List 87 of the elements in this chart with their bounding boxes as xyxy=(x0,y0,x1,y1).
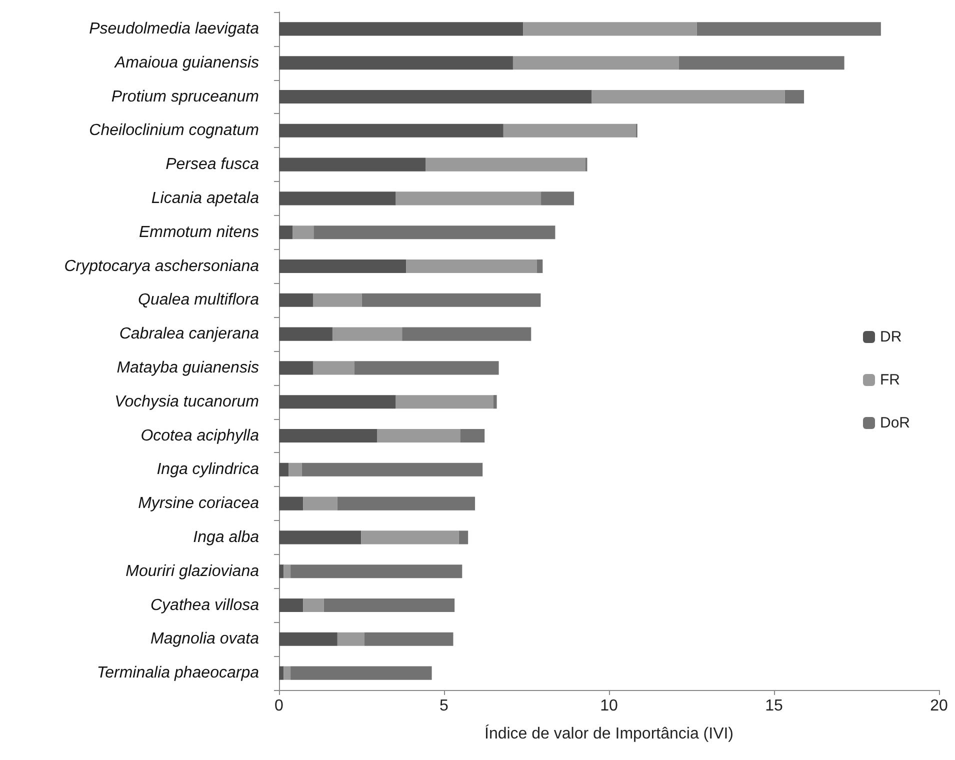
bar xyxy=(279,632,338,646)
y-tick-label: Mouriri glazioviana xyxy=(126,562,260,580)
bar xyxy=(279,192,396,206)
legend-label: FR xyxy=(880,372,900,388)
bar xyxy=(284,564,291,578)
x-tick-label: 20 xyxy=(930,698,948,714)
x-axis-title: Índice de valor de Importância (IVI) xyxy=(484,724,734,742)
y-tick-label: Amaioua guianensis xyxy=(114,54,259,72)
bar xyxy=(279,124,504,138)
bar xyxy=(460,428,485,443)
bar xyxy=(279,564,284,578)
bar xyxy=(337,496,476,510)
bar xyxy=(314,226,556,240)
bar xyxy=(458,530,468,544)
y-tick-label: Myrsine coriacea xyxy=(138,495,260,512)
y-tick-label: Cheiloclinium cognatum xyxy=(89,122,259,140)
bar xyxy=(279,598,304,612)
bar xyxy=(592,90,785,104)
bar xyxy=(503,124,636,138)
y-tick-label: Protium spruceanum xyxy=(111,88,259,106)
y-tick-label: Cabralea canjerana xyxy=(119,326,260,343)
y-tick-label: Inga cylindrica xyxy=(156,461,260,478)
bar xyxy=(362,293,541,307)
x-tick-label: 0 xyxy=(274,698,284,714)
bar xyxy=(279,56,513,70)
y-tick-label: Inga alba xyxy=(193,528,260,546)
bar xyxy=(279,462,289,476)
y-tick-label: Vochysia tucanorum xyxy=(114,393,259,410)
bar xyxy=(541,192,574,206)
bar xyxy=(536,259,543,274)
bar xyxy=(303,496,338,510)
bar xyxy=(303,598,324,612)
bar xyxy=(290,564,462,578)
bar xyxy=(279,428,378,443)
bar xyxy=(396,192,542,206)
bar xyxy=(377,428,460,443)
y-tick-label: Persea fusca xyxy=(166,156,260,174)
bar xyxy=(361,530,459,544)
y-tick-label: Ocotea aciphylla xyxy=(140,427,260,444)
bar xyxy=(312,293,362,307)
bar xyxy=(364,632,454,646)
bar xyxy=(696,22,881,36)
bar xyxy=(279,395,396,409)
y-tick-label: Emmotum nitens xyxy=(138,224,259,241)
bar xyxy=(337,632,364,646)
y-tick-label: Magnolia ovata xyxy=(150,630,260,648)
x-tick-label: 10 xyxy=(600,698,618,714)
bar xyxy=(402,327,532,341)
bar xyxy=(494,395,497,409)
y-tick-label: Licania apetala xyxy=(151,190,260,207)
y-tick-label: Matayba guianensis xyxy=(116,359,259,376)
bar xyxy=(784,90,804,104)
bar xyxy=(512,56,679,70)
bar xyxy=(290,666,432,680)
bar xyxy=(302,462,483,476)
legend-label: DoR xyxy=(880,414,910,432)
bar xyxy=(279,666,284,680)
x-tick-label: 5 xyxy=(440,698,449,714)
bar xyxy=(279,158,426,172)
bar xyxy=(406,259,537,274)
y-tick-label: Qualea multiflora xyxy=(138,292,260,309)
bar xyxy=(292,226,314,240)
bar xyxy=(279,327,332,341)
bar xyxy=(332,327,402,341)
y-tick-label: Cryptocarya aschersoniana xyxy=(64,258,260,275)
bar xyxy=(426,158,586,172)
bar xyxy=(279,293,313,307)
x-tick-label: 15 xyxy=(765,698,783,714)
bar xyxy=(279,259,406,274)
bar xyxy=(312,361,354,375)
y-tick-label: Terminalia phaeocarpa xyxy=(96,664,260,682)
bar xyxy=(279,530,362,544)
bar xyxy=(324,598,455,612)
bar xyxy=(279,361,313,375)
bar xyxy=(523,22,697,36)
bar xyxy=(288,462,302,476)
bar xyxy=(279,22,524,36)
legend-label: DR xyxy=(880,328,902,346)
bar xyxy=(678,56,844,70)
bar xyxy=(279,90,592,104)
bar xyxy=(279,226,293,240)
y-tick-label: Pseudolmedia laevigata xyxy=(89,20,260,38)
bar xyxy=(354,361,499,375)
y-tick-label: Cyathea villosa xyxy=(150,596,260,614)
bar xyxy=(279,496,304,510)
bar xyxy=(396,395,494,409)
bar xyxy=(284,666,291,680)
